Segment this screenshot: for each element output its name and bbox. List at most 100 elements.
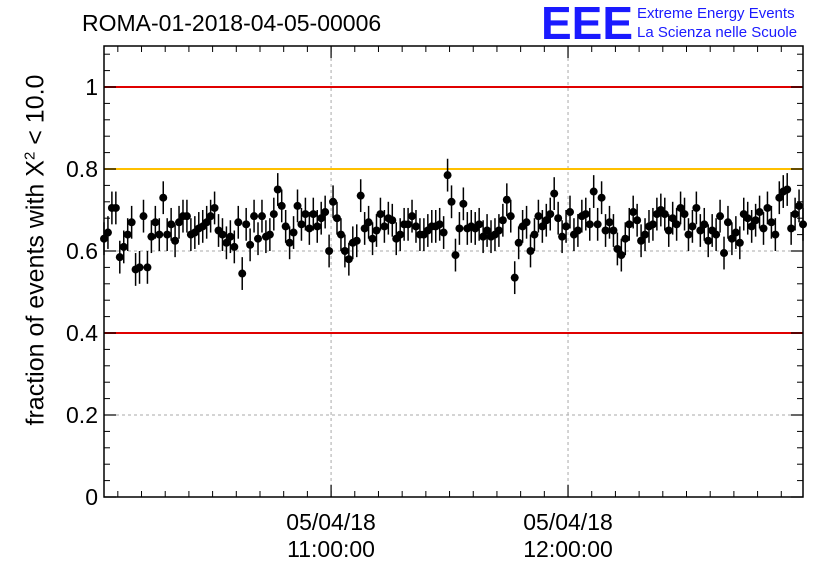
data-point xyxy=(613,244,622,253)
data-point xyxy=(285,238,294,247)
data-point xyxy=(676,203,685,212)
data-point xyxy=(558,232,567,241)
data-point xyxy=(538,222,547,231)
y-label-prefix: fraction of events with xyxy=(21,176,50,426)
data-point xyxy=(135,263,144,272)
data-point xyxy=(451,251,460,260)
data-point xyxy=(479,232,488,241)
data-point xyxy=(372,226,381,235)
data-point xyxy=(254,234,263,243)
y-label-symbol: X xyxy=(21,160,50,177)
data-point xyxy=(633,216,642,225)
grid xyxy=(104,46,803,497)
data-point xyxy=(289,228,298,237)
data-point xyxy=(731,228,740,237)
data-point xyxy=(313,222,322,231)
data-point xyxy=(325,247,334,255)
data-point xyxy=(759,224,768,233)
data-point xyxy=(696,226,705,235)
data-point xyxy=(514,238,523,247)
data-point xyxy=(210,203,219,212)
data-point xyxy=(771,230,780,239)
data-point xyxy=(127,218,136,227)
data-point xyxy=(376,210,385,219)
data-point xyxy=(668,214,677,223)
x-tick-label-time: 12:00:00 xyxy=(523,536,613,562)
logo-line-2: La Scienza nelle Scuole xyxy=(637,24,798,41)
data-point xyxy=(336,230,345,239)
data-point xyxy=(562,222,571,231)
data-point xyxy=(147,232,156,241)
data-point xyxy=(546,210,555,219)
data-point xyxy=(309,210,318,219)
data-point xyxy=(281,222,290,231)
data-point xyxy=(680,210,689,219)
data-point xyxy=(356,191,365,200)
axis-ticks xyxy=(104,46,803,498)
data-point xyxy=(506,212,515,221)
data-point xyxy=(234,218,243,227)
data-point xyxy=(585,220,594,229)
data-point xyxy=(447,197,456,206)
y-label-exponent: 2 xyxy=(21,151,39,161)
data-point xyxy=(763,203,772,212)
data-point xyxy=(483,226,492,235)
data-point xyxy=(439,228,448,237)
data-point xyxy=(609,226,618,235)
data-point xyxy=(704,236,713,245)
data-point xyxy=(352,236,361,245)
y-tick-label: 0.8 xyxy=(66,156,98,182)
data-point xyxy=(139,212,148,221)
data-point xyxy=(795,201,804,210)
x-tick-label-date: 05/04/18 xyxy=(286,509,376,535)
data-point xyxy=(475,220,484,229)
data-point xyxy=(364,218,373,227)
data-point xyxy=(368,234,377,243)
data-point xyxy=(550,189,559,198)
data-point xyxy=(605,218,614,227)
data-point xyxy=(265,230,274,239)
data-point xyxy=(542,216,551,225)
data-point xyxy=(273,185,282,194)
data-point xyxy=(111,203,120,212)
data-point xyxy=(317,214,326,223)
data-point xyxy=(684,230,693,239)
data-point xyxy=(621,234,630,243)
data-point xyxy=(411,222,420,231)
data-point xyxy=(230,242,239,251)
data-point xyxy=(716,212,725,221)
data-point xyxy=(791,210,800,219)
data-point xyxy=(167,220,176,229)
data-point xyxy=(755,208,764,217)
data-point xyxy=(751,216,760,225)
data-point xyxy=(727,234,736,243)
data-point xyxy=(293,201,302,210)
data-point xyxy=(163,230,172,239)
x-tick-label-time: 11:00:00 xyxy=(287,536,375,562)
data-point xyxy=(494,226,503,235)
data-point xyxy=(175,218,184,227)
data-point xyxy=(159,193,168,202)
data-point xyxy=(435,220,444,229)
chart-title: ROMA-01-2018-04-05-00006 xyxy=(82,10,382,36)
data-point xyxy=(573,226,582,235)
data-point xyxy=(297,220,306,229)
data-points xyxy=(100,158,807,295)
data-point xyxy=(664,226,673,235)
data-point xyxy=(250,212,259,221)
data-point xyxy=(629,208,638,217)
data-point xyxy=(246,240,255,249)
data-point xyxy=(404,220,413,229)
data-point xyxy=(743,214,752,223)
data-point xyxy=(277,201,286,210)
data-point xyxy=(380,222,389,231)
data-point xyxy=(672,220,681,229)
data-point xyxy=(700,220,709,229)
data-point xyxy=(257,212,266,221)
data-point xyxy=(155,230,164,239)
data-point xyxy=(530,230,539,239)
data-point xyxy=(617,251,626,260)
data-point xyxy=(119,242,128,251)
data-point xyxy=(408,212,417,221)
data-point xyxy=(688,222,697,231)
